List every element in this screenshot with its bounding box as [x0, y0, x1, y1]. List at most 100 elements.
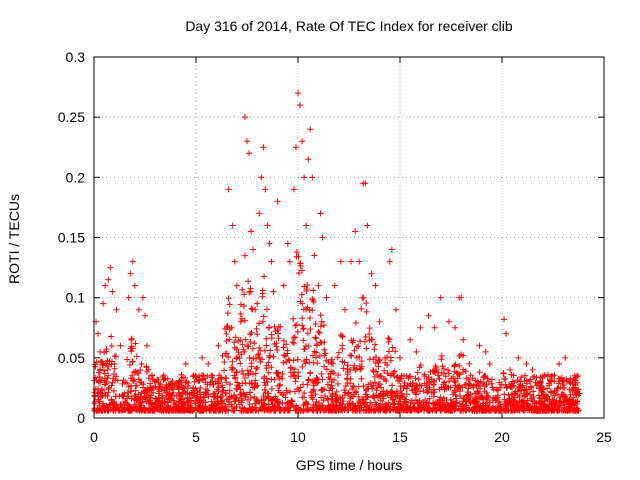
data-point [225, 186, 232, 193]
data-point [570, 394, 577, 401]
data-point [372, 282, 379, 289]
data-point [397, 401, 404, 408]
data-point [340, 365, 347, 372]
data-point [416, 364, 423, 371]
data-point [452, 405, 459, 412]
data-point [391, 400, 398, 407]
y-tick-label: 0.1 [66, 290, 86, 306]
data-point [553, 397, 560, 404]
data-point [97, 358, 104, 365]
data-point [221, 359, 228, 366]
data-point [257, 358, 264, 365]
data-point [263, 375, 270, 382]
data-point [274, 398, 281, 405]
data-point [148, 386, 155, 393]
data-point [287, 400, 294, 407]
data-point [309, 307, 316, 314]
data-point [414, 369, 421, 376]
data-point [507, 366, 514, 373]
data-point [535, 392, 542, 399]
data-point [436, 402, 443, 409]
data-point [292, 322, 299, 329]
data-point [403, 391, 410, 398]
data-point [500, 407, 507, 414]
data-point [352, 389, 359, 396]
data-point [139, 294, 146, 301]
data-point [566, 378, 573, 385]
data-point [409, 380, 416, 387]
data-point [305, 156, 312, 163]
data-point [279, 400, 286, 407]
data-point [234, 379, 241, 386]
data-point [438, 356, 445, 363]
data-point [415, 376, 422, 383]
data-point [430, 386, 437, 393]
data-point [268, 364, 275, 371]
data-point [237, 301, 244, 308]
data-point [384, 354, 391, 361]
data-point [533, 382, 540, 389]
data-point [292, 374, 299, 381]
data-point [489, 376, 496, 383]
data-point [211, 403, 218, 410]
data-point [125, 393, 132, 400]
data-point [140, 393, 147, 400]
data-point [226, 326, 233, 333]
data-point [292, 144, 299, 151]
data-point [275, 335, 282, 342]
data-point [129, 345, 136, 352]
data-point [382, 376, 389, 383]
data-point [353, 388, 360, 395]
data-point [375, 363, 382, 370]
data-point [336, 394, 343, 401]
data-point [405, 375, 412, 382]
data-point [334, 354, 341, 361]
data-point [307, 126, 314, 133]
data-point [273, 369, 280, 376]
data-point [306, 359, 313, 366]
data-point [250, 371, 257, 378]
data-point [460, 336, 467, 343]
data-point [264, 222, 271, 229]
data-point [222, 402, 229, 409]
data-point [312, 334, 319, 341]
data-point [270, 288, 277, 295]
data-point [413, 406, 420, 413]
data-point [317, 323, 324, 330]
data-point [241, 291, 248, 298]
data-point [98, 358, 105, 365]
data-point [567, 375, 574, 382]
data-point [148, 373, 155, 380]
data-point [412, 375, 419, 382]
data-point [241, 252, 248, 259]
data-point [103, 348, 110, 355]
data-point [451, 378, 458, 385]
data-point [443, 396, 450, 403]
data-point [97, 389, 104, 396]
data-point [105, 276, 112, 283]
data-point [315, 282, 322, 289]
data-point [516, 378, 523, 385]
data-point [135, 370, 142, 377]
data-point [230, 407, 237, 414]
data-point [140, 384, 147, 391]
data-point [155, 406, 162, 413]
data-point [128, 395, 135, 402]
data-point [563, 376, 570, 383]
data-point [259, 318, 266, 325]
data-point [274, 198, 281, 205]
data-point [95, 393, 102, 400]
x-tick-label: 0 [90, 429, 98, 445]
data-point [143, 363, 150, 370]
data-point [453, 395, 460, 402]
data-point [246, 150, 253, 157]
data-point [368, 270, 375, 277]
data-point [104, 366, 111, 373]
data-point [521, 387, 528, 394]
data-point [264, 306, 271, 313]
data-point [484, 375, 491, 382]
data-point [481, 383, 488, 390]
data-point [524, 402, 531, 409]
data-point [266, 324, 273, 331]
data-point [490, 386, 497, 393]
